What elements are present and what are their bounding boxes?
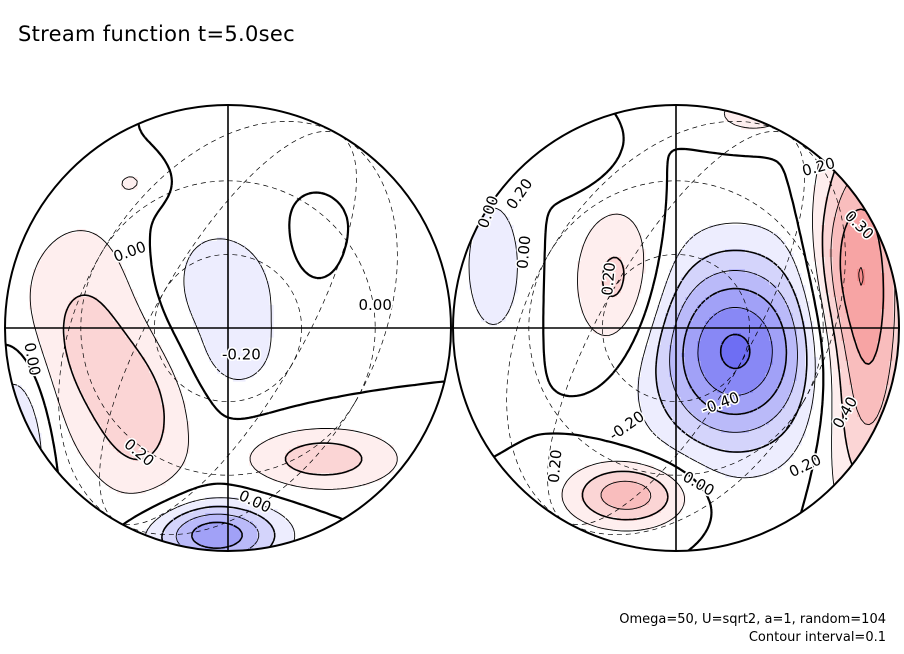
right-hemisphere: 0.00 0.200.000.20-0.40-0.200.000.200.200.…	[452, 104, 900, 552]
left-hemisphere: 0.000.00-0.200.000.200.00	[4, 104, 452, 552]
chart-title: Stream function t=5.0sec	[18, 22, 295, 46]
right-contour-level-5	[858, 267, 864, 286]
right-contour-level-m1	[468, 207, 816, 479]
right-contour-level-m4	[682, 287, 788, 416]
left-contour-label-2: -0.20	[222, 345, 261, 363]
contour-interval-note: Contour interval=0.1	[748, 630, 886, 645]
right-hemisphere-outline	[452, 104, 900, 552]
right-contour-level-m2	[655, 249, 808, 453]
right-contour-label-2: 0.00	[513, 235, 534, 270]
left-contour-level-2	[62, 294, 363, 476]
left-contour-level-m4	[191, 521, 243, 549]
right-contour-label-7: 0.20	[545, 449, 566, 484]
right-contour-label-3: 0.20	[598, 261, 619, 296]
left-contour-label-0: 0.00	[111, 238, 149, 266]
left-contour-shading	[5, 177, 398, 551]
left-contour-lines	[5, 105, 451, 551]
right-contour-level-m6	[719, 333, 751, 370]
parameters-note: Omega=50, U=sqrt2, a=1, random=104	[619, 612, 886, 627]
left-contour-label-1: 0.00	[358, 296, 391, 314]
left-hemisphere-outline	[4, 104, 452, 552]
left-contour-level-1	[29, 176, 398, 494]
right-contour-level-m5	[697, 307, 773, 396]
